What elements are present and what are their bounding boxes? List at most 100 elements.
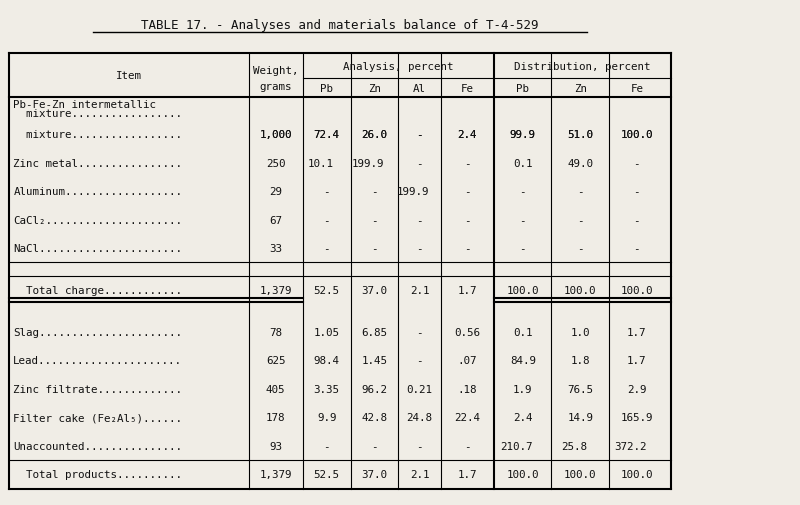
Text: Zn: Zn [574,83,586,93]
Text: Total charge............: Total charge............ [14,285,182,295]
Text: 0.1: 0.1 [513,158,533,168]
Text: -: - [416,130,422,140]
Text: -: - [464,441,470,451]
Text: Analysis, percent: Analysis, percent [343,62,454,72]
Text: 10.1: 10.1 [307,158,334,168]
Text: 250: 250 [266,158,286,168]
Text: 37.0: 37.0 [362,285,387,295]
Text: 93: 93 [269,441,282,451]
Text: 100.0: 100.0 [506,469,539,479]
Text: 1.7: 1.7 [627,327,646,337]
Text: -: - [464,187,470,197]
Text: -: - [577,215,583,225]
Text: Filter cake (Fe₂Al₅)......: Filter cake (Fe₂Al₅)...... [14,413,182,422]
Text: -: - [323,244,330,254]
Text: Zinc filtrate.............: Zinc filtrate............. [14,384,182,394]
Text: -: - [416,215,422,225]
Text: 1.0: 1.0 [570,327,590,337]
Text: 78: 78 [269,327,282,337]
Text: -: - [416,158,422,168]
Text: 2.1: 2.1 [410,285,430,295]
Text: 52.5: 52.5 [314,285,340,295]
Text: -: - [371,441,378,451]
Text: 14.9: 14.9 [567,413,593,422]
Text: 100.0: 100.0 [564,285,597,295]
Text: .18: .18 [458,384,477,394]
Text: Fe: Fe [461,83,474,93]
Text: Item: Item [116,71,142,81]
Text: -: - [371,215,378,225]
Text: Weight,: Weight, [253,66,298,76]
Text: .07: .07 [458,356,477,366]
Text: grams: grams [259,82,292,92]
Text: 26.0: 26.0 [362,130,387,140]
Text: 100.0: 100.0 [621,285,653,295]
Text: -: - [323,215,330,225]
Text: Pb: Pb [320,83,333,93]
Text: -: - [323,187,330,197]
Text: 1.7: 1.7 [627,356,646,366]
Text: 100.0: 100.0 [506,285,539,295]
Text: -: - [416,356,422,366]
Text: CaCl₂.....................: CaCl₂..................... [14,215,182,225]
Text: -: - [371,187,378,197]
Text: mixture.................: mixture................. [14,130,182,140]
Text: 99.9: 99.9 [510,130,536,140]
Text: 210.7: 210.7 [500,441,533,451]
Text: -: - [464,244,470,254]
Text: 1.9: 1.9 [513,384,533,394]
Text: Lead......................: Lead...................... [14,356,182,366]
Text: 2.4: 2.4 [458,130,477,140]
Text: -: - [416,130,422,140]
Text: -: - [416,244,422,254]
Text: Zinc metal................: Zinc metal................ [14,158,182,168]
Text: NaCl......................: NaCl...................... [14,244,182,254]
Text: 2.4: 2.4 [513,413,533,422]
Text: -: - [577,187,583,197]
Text: 1.7: 1.7 [458,469,477,479]
Text: 199.9: 199.9 [352,158,384,168]
Text: Pb: Pb [516,83,530,93]
Text: -: - [323,441,330,451]
Text: Pb-Fe-Zn intermetallic: Pb-Fe-Zn intermetallic [14,100,156,110]
Text: 29: 29 [269,187,282,197]
Text: 37.0: 37.0 [362,469,387,479]
Text: 3.35: 3.35 [314,384,340,394]
Text: -: - [416,441,422,451]
Text: 98.4: 98.4 [314,356,340,366]
Text: 1,000: 1,000 [259,130,292,140]
Text: 405: 405 [266,384,286,394]
Text: 96.2: 96.2 [362,384,387,394]
Text: -: - [371,244,378,254]
Text: 2.9: 2.9 [627,384,646,394]
Text: 1.45: 1.45 [362,356,387,366]
Text: Zn: Zn [368,83,381,93]
Text: TABLE 17. - Analyses and materials balance of T-4-529: TABLE 17. - Analyses and materials balan… [142,19,539,32]
Text: -: - [464,158,470,168]
Text: Unaccounted...............: Unaccounted............... [14,441,182,451]
Text: -: - [577,244,583,254]
Text: -: - [634,187,640,197]
Text: Total products..........: Total products.......... [14,469,182,479]
Text: 165.9: 165.9 [621,413,653,422]
Text: 1.7: 1.7 [458,285,477,295]
Text: 2.1: 2.1 [410,469,430,479]
Text: -: - [416,327,422,337]
Text: 49.0: 49.0 [567,158,593,168]
Text: 24.8: 24.8 [406,413,433,422]
Text: 42.8: 42.8 [362,413,387,422]
Text: 100.0: 100.0 [564,469,597,479]
Text: Distribution, percent: Distribution, percent [514,62,651,72]
Text: 1.05: 1.05 [314,327,340,337]
Text: 1,000: 1,000 [259,130,292,140]
Text: 0.56: 0.56 [454,327,480,337]
Text: 0.1: 0.1 [513,327,533,337]
Text: 2.4: 2.4 [458,130,477,140]
Text: 100.0: 100.0 [621,469,653,479]
Text: 1.8: 1.8 [570,356,590,366]
Text: Al: Al [413,83,426,93]
Text: 51.0: 51.0 [567,130,593,140]
Text: Aluminum..................: Aluminum.................. [14,187,182,197]
Text: 199.9: 199.9 [397,187,430,197]
Text: 51.0: 51.0 [567,130,593,140]
